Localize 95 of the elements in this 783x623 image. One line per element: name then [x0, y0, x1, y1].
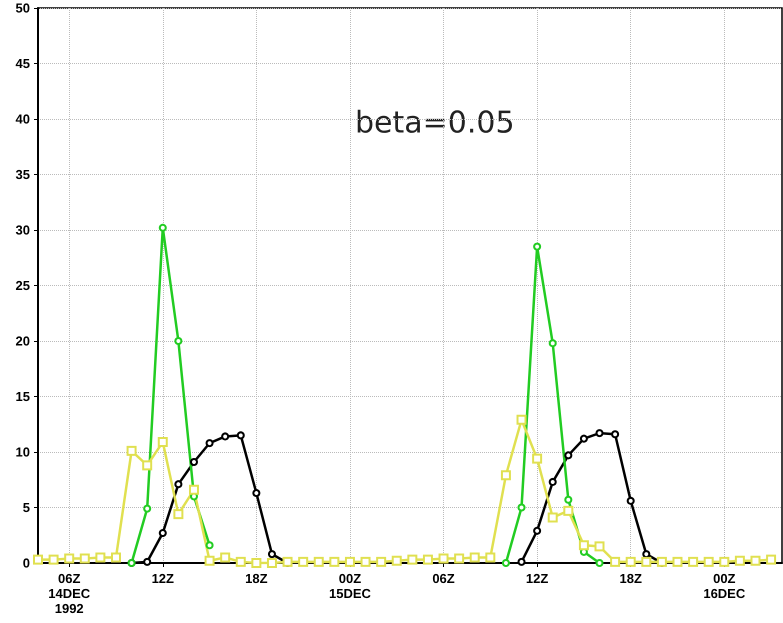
point: [282, 556, 293, 567]
point: [626, 556, 636, 567]
point: [206, 541, 214, 550]
point: [704, 556, 714, 567]
point: [126, 446, 137, 456]
point: [204, 556, 215, 566]
point: [596, 429, 604, 438]
point: [298, 556, 308, 567]
x-tick-label: 18Z: [620, 571, 642, 586]
x-tick-label: 12Z: [152, 571, 174, 586]
point: [252, 489, 260, 498]
y-tick-label: 10: [16, 444, 30, 460]
point: [143, 504, 152, 513]
point: [563, 506, 574, 516]
point: [360, 556, 371, 567]
point: [48, 554, 59, 565]
point: [719, 556, 730, 567]
point: [532, 454, 542, 464]
x-tick-label: 18Z: [245, 571, 268, 586]
point: [641, 556, 652, 567]
y-tick-label: 25: [16, 278, 30, 293]
point: [329, 556, 340, 567]
point: [548, 478, 557, 486]
point: [220, 552, 230, 562]
point: [518, 504, 526, 512]
y-tick-label: 40: [16, 112, 30, 126]
point: [110, 552, 121, 562]
point: [251, 558, 262, 568]
y-tick-label: 5: [22, 500, 30, 515]
point: [407, 554, 418, 565]
x-tick-label: 12Z: [526, 571, 548, 586]
point: [766, 554, 776, 565]
point: [95, 552, 106, 562]
x-tick-label: 00Z 16DEC: [703, 571, 746, 601]
point: [266, 558, 277, 568]
point: [533, 526, 542, 535]
point: [516, 414, 527, 425]
point: [578, 540, 589, 550]
point: [158, 529, 167, 538]
y-tick-label: 30: [16, 222, 30, 238]
point: [580, 434, 588, 443]
point: [174, 337, 182, 345]
point: [610, 556, 620, 567]
point: [596, 559, 604, 567]
point: [502, 559, 510, 567]
point: [533, 242, 542, 251]
x-tick-label: 00Z 15DEC: [328, 571, 372, 601]
point: [221, 432, 230, 440]
point: [734, 556, 745, 566]
x-tick-label: 06Z 14DEC 1992: [48, 571, 91, 616]
point: [268, 550, 276, 558]
point: [470, 552, 480, 562]
point: [611, 430, 620, 438]
y-tick-label: 35: [16, 167, 30, 182]
point: [548, 512, 558, 522]
point: [344, 556, 355, 567]
y-tick-label: 45: [16, 56, 30, 71]
point: [33, 554, 43, 565]
point: [188, 484, 199, 495]
y-tick-label: 15: [16, 389, 30, 404]
point: [594, 541, 605, 552]
point: [236, 431, 245, 440]
annotation: beta=0.05: [355, 106, 515, 140]
point: [80, 554, 90, 564]
point: [500, 470, 511, 480]
point: [190, 458, 198, 466]
y-tick-label: 0: [22, 556, 30, 570]
point: [206, 439, 214, 448]
point: [548, 339, 557, 348]
point: [143, 558, 152, 566]
x-tick-label: 06Z: [432, 571, 455, 586]
point: [64, 554, 74, 564]
point: [158, 224, 167, 232]
point: [236, 556, 246, 567]
point: [485, 552, 496, 562]
point: [158, 437, 168, 448]
point: [656, 556, 667, 567]
point: [314, 556, 324, 567]
point: [626, 496, 635, 505]
point: [454, 554, 464, 564]
point: [564, 451, 572, 460]
point: [518, 558, 526, 566]
point: [750, 556, 760, 566]
point: [142, 460, 152, 470]
point: [392, 556, 402, 566]
point: [564, 496, 572, 504]
point: [422, 554, 433, 565]
point: [438, 554, 449, 564]
point: [174, 480, 182, 488]
point: [173, 509, 184, 520]
point: [688, 556, 698, 567]
y-tick-label: 50: [16, 0, 30, 16]
point: [672, 556, 682, 567]
point: [376, 556, 386, 567]
y-tick-label: 20: [16, 334, 30, 348]
